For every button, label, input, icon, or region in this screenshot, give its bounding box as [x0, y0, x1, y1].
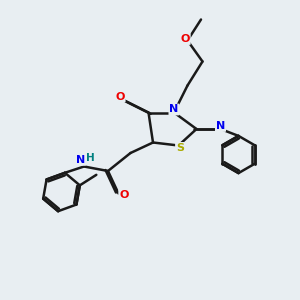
Text: N: N: [169, 104, 178, 115]
Text: S: S: [176, 143, 184, 153]
Text: H: H: [85, 153, 94, 163]
Text: N: N: [76, 155, 85, 165]
Text: O: O: [119, 190, 129, 200]
Text: N: N: [216, 121, 225, 131]
Text: O: O: [180, 34, 190, 44]
Text: O: O: [115, 92, 125, 102]
